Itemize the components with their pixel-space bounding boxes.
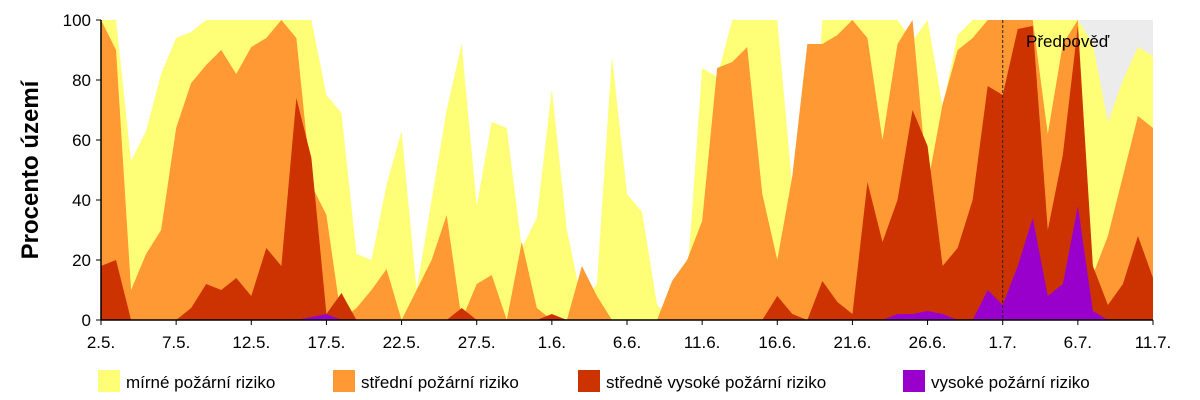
x-tick-label: 12.5. xyxy=(232,333,270,352)
x-tick-label: 6.7. xyxy=(1064,333,1092,352)
x-tick-label: 17.5. xyxy=(308,333,346,352)
legend-swatch-mírné-požární-riziko xyxy=(98,370,120,392)
legend-swatch-středně-vysoké-požární-riziko xyxy=(578,370,600,392)
y-tick-label: 80 xyxy=(72,71,91,90)
legend-swatch-vysoké-požární-riziko xyxy=(903,370,925,392)
y-tick-label: 20 xyxy=(72,251,91,270)
plot-area: Předpověď xyxy=(101,20,1153,320)
y-tick-label: 40 xyxy=(72,191,91,210)
x-tick-label: 11.6. xyxy=(684,333,721,352)
x-tick-label: 6.6. xyxy=(613,333,641,352)
y-tick-label: 0 xyxy=(82,311,91,330)
legend-label-střední-požární-riziko: střední požární riziko xyxy=(361,373,519,392)
x-tick-label: 16.6. xyxy=(758,333,796,352)
legend-label-mírné-požární-riziko: mírné požární riziko xyxy=(126,373,275,392)
area-středně-vysoké-požární-riziko xyxy=(101,26,1153,320)
x-tick-label: 2.5. xyxy=(87,333,115,352)
x-tick-label: 27.5. xyxy=(458,333,496,352)
forecast-label: Předpověď xyxy=(1026,32,1110,51)
x-tick-label: 22.5. xyxy=(383,333,421,352)
legend-label-středně-vysoké-požární-riziko: středně vysoké požární riziko xyxy=(606,373,826,392)
legend-label-vysoké-požární-riziko: vysoké požární riziko xyxy=(931,373,1090,392)
x-tick-label: 1.7. xyxy=(989,333,1017,352)
y-tick-label: 60 xyxy=(72,131,91,150)
area-vysoké-požární-riziko xyxy=(101,206,1153,320)
axes: 0 20 40 60 80 100 2.5. 7.5. 12.5. 17.5. 22.5. 27.5.… xyxy=(63,11,1172,352)
x-tick-label: 21.6. xyxy=(834,333,872,352)
legend-swatch-střední-požární-riziko xyxy=(333,370,355,392)
y-tick-label: 100 xyxy=(63,11,91,30)
x-tick-label: 1.6. xyxy=(538,333,566,352)
x-tick-label: 11.7. xyxy=(1135,333,1172,352)
legend: mírné požární riziko střední požární rizi… xyxy=(98,370,1090,392)
x-tick-label: 26.6. xyxy=(909,333,947,352)
y-axis-title: Procento území xyxy=(17,79,44,259)
x-tick-label: 7.5. xyxy=(162,333,190,352)
